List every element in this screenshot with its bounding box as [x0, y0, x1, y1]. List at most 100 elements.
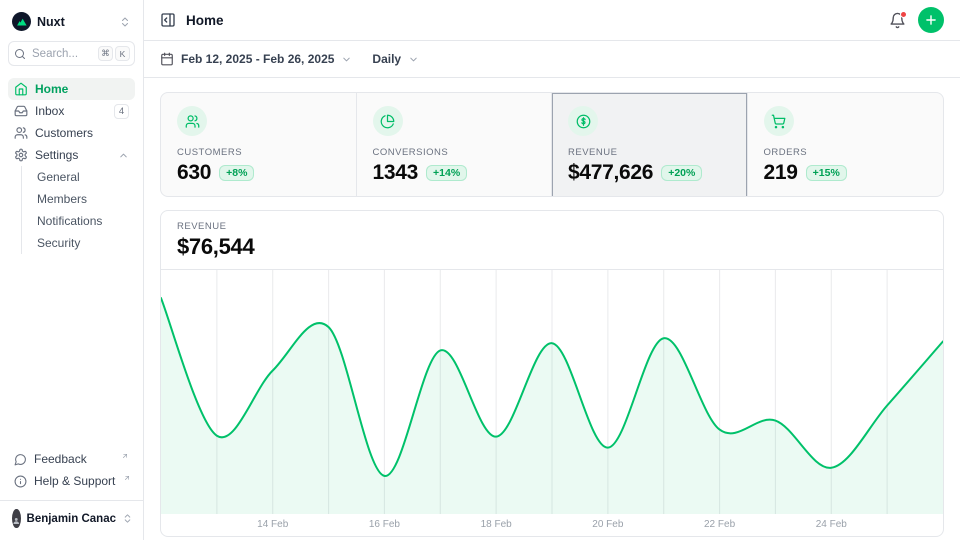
stats-grid: CUSTOMERS 630 +8% CONVERSIONS 1343 +14% [160, 92, 944, 197]
chart-metric-value: $76,544 [177, 234, 927, 260]
stat-delta-badge: +20% [661, 165, 702, 181]
user-name: Benjamin Canac [27, 513, 116, 525]
message-circle-icon [14, 453, 27, 466]
stat-delta-badge: +14% [426, 165, 467, 181]
sidebar-subitem-members[interactable]: Members [35, 188, 135, 210]
sidebar-item-settings[interactable]: Settings [8, 144, 135, 166]
nuxt-logo-icon [12, 12, 31, 31]
filters-toolbar: Feb 12, 2025 - Feb 26, 2025 Daily [144, 41, 960, 78]
cart-icon [764, 106, 794, 136]
feedback-link[interactable]: Feedback [8, 448, 135, 470]
users-icon [177, 106, 207, 136]
subitem-label: Members [37, 192, 133, 206]
sidebar-subitem-security[interactable]: Security [35, 232, 135, 254]
notification-dot [900, 11, 907, 18]
chart-svg [161, 270, 943, 514]
gear-icon [14, 148, 28, 162]
granularity-select[interactable]: Daily [372, 52, 419, 66]
subitem-label: Security [37, 236, 133, 250]
sidebar-subitem-notifications[interactable]: Notifications [35, 210, 135, 232]
dollar-circle-icon [568, 106, 598, 136]
workspace-name: Nuxt [37, 15, 113, 29]
dashboard-app: Nuxt ⌘ K Home [0, 0, 960, 540]
x-axis-tick-label: 22 Feb [704, 519, 735, 530]
footer-link-label: Help & Support [34, 474, 115, 488]
sidebar-item-label: Settings [35, 148, 111, 162]
chart-header: REVENUE $76,544 [161, 211, 943, 270]
stat-value: 630 [177, 161, 211, 185]
stat-value: 219 [764, 161, 798, 185]
x-axis-tick-label: 18 Feb [481, 519, 512, 530]
date-range-value: Feb 12, 2025 - Feb 26, 2025 [181, 52, 334, 66]
plus-icon [924, 13, 938, 27]
search-shortcut: ⌘ K [98, 46, 130, 61]
chevrons-up-down-icon [122, 513, 133, 524]
sidebar-item-label: Inbox [35, 104, 107, 118]
stat-delta-badge: +15% [806, 165, 847, 181]
stat-label: CONVERSIONS [373, 147, 536, 158]
content: CUSTOMERS 630 +8% CONVERSIONS 1343 +14% [144, 78, 960, 540]
kbd-k: K [115, 46, 130, 61]
calendar-icon [160, 52, 174, 66]
chevron-down-icon [341, 54, 352, 65]
stat-card-customers[interactable]: CUSTOMERS 630 +8% [161, 93, 357, 197]
sidebar: Nuxt ⌘ K Home [0, 0, 144, 540]
revenue-area-chart[interactable] [161, 270, 943, 514]
subitem-label: General [37, 170, 133, 184]
stat-label: REVENUE [568, 147, 731, 158]
granularity-value: Daily [372, 52, 401, 66]
help-support-link[interactable]: Help & Support [8, 470, 135, 492]
sidebar-item-customers[interactable]: Customers [8, 122, 135, 144]
x-axis-tick-label: 24 Feb [816, 519, 847, 530]
chevrons-up-down-icon [119, 16, 131, 28]
page-header: Home [144, 0, 960, 41]
sidebar-toggle-button[interactable] [160, 12, 176, 28]
x-axis-labels: 14 Feb 16 Feb 18 Feb 20 Feb 22 Feb 24 Feb [161, 514, 943, 536]
workspace-selector[interactable]: Nuxt [8, 8, 135, 41]
stat-value: 1343 [373, 161, 419, 185]
x-axis-tick-label: 14 Feb [257, 519, 288, 530]
sidebar-footer: Feedback Help & Support Benjamin Canac [8, 448, 135, 532]
chart-metric-label: REVENUE [177, 221, 927, 232]
footer-link-label: Feedback [34, 452, 113, 466]
main-area: Home Feb 12, 2025 - Feb 26, 2025 [144, 0, 960, 540]
page-title: Home [186, 13, 224, 28]
avatar [12, 509, 21, 528]
revenue-chart-card: REVENUE $76,544 14 Feb 16 Feb 18 Feb 20 Feb… [160, 210, 944, 537]
stat-card-conversions[interactable]: CONVERSIONS 1343 +14% [357, 93, 553, 197]
search-input[interactable]: ⌘ K [8, 41, 135, 66]
stat-value: $477,626 [568, 161, 653, 185]
user-menu[interactable]: Benjamin Canac [0, 500, 143, 532]
external-link-icon [121, 452, 129, 460]
home-icon [14, 82, 28, 96]
sidebar-item-label: Home [35, 82, 129, 96]
info-icon [14, 475, 27, 488]
sidebar-item-label: Customers [35, 126, 129, 140]
inbox-count-badge: 4 [114, 104, 129, 119]
x-axis-tick-label: 20 Feb [592, 519, 623, 530]
stat-delta-badge: +8% [219, 165, 254, 181]
pie-chart-icon [373, 106, 403, 136]
notifications-button[interactable] [889, 12, 906, 29]
inbox-icon [14, 104, 28, 118]
external-link-icon [123, 474, 131, 482]
chevron-down-icon [408, 54, 419, 65]
stat-label: ORDERS [764, 147, 928, 158]
chevron-up-icon [118, 150, 129, 161]
kbd-cmd: ⌘ [98, 46, 113, 61]
sidebar-item-home[interactable]: Home [8, 78, 135, 100]
sidebar-item-inbox[interactable]: Inbox 4 [8, 100, 135, 122]
stat-card-orders[interactable]: ORDERS 219 +15% [748, 93, 944, 197]
new-item-button[interactable] [918, 7, 944, 33]
sidebar-nav: Home Inbox 4 Customers Settings [8, 78, 135, 254]
date-range-picker[interactable]: Feb 12, 2025 - Feb 26, 2025 [160, 52, 352, 66]
search-icon [14, 48, 26, 60]
search-field[interactable] [32, 48, 84, 60]
subitem-label: Notifications [37, 214, 133, 228]
header-actions [889, 7, 944, 33]
sidebar-subitem-general[interactable]: General [35, 166, 135, 188]
x-axis-tick-label: 16 Feb [369, 519, 400, 530]
users-icon [14, 126, 28, 140]
stat-card-revenue[interactable]: REVENUE $477,626 +20% [552, 93, 748, 197]
settings-submenu: General Members Notifications Security [21, 166, 135, 254]
